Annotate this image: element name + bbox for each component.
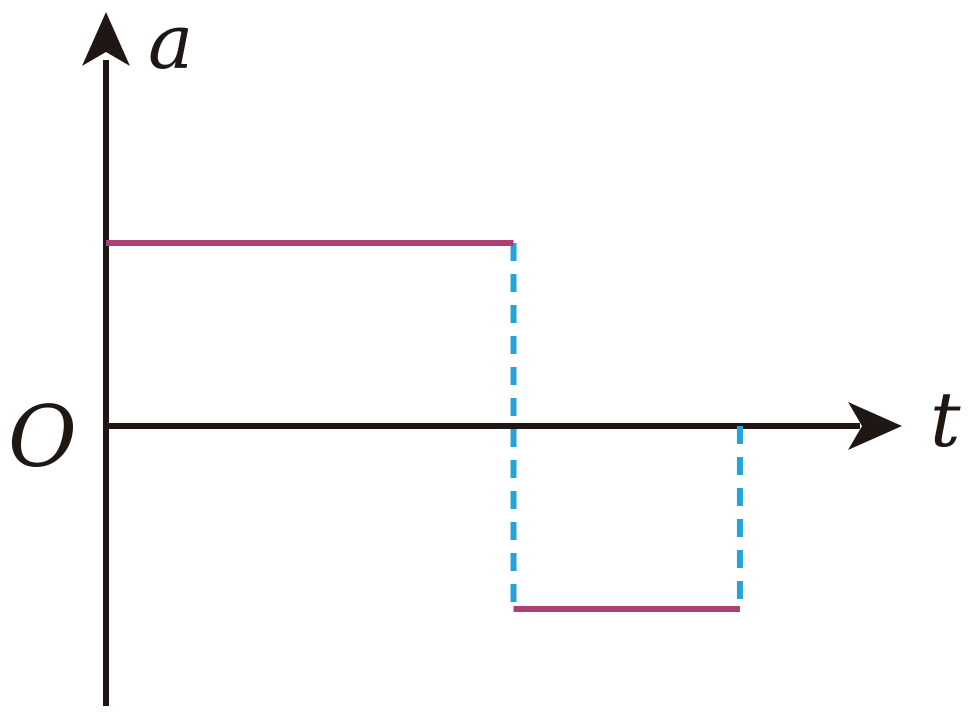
y-axis-arrow	[82, 12, 130, 66]
y-axis-label: a	[148, 0, 193, 86]
x-axis-label: t	[930, 375, 961, 464]
x-axis-arrow	[848, 402, 902, 450]
origin-label: O	[8, 388, 77, 486]
acceleration-segments	[106, 240, 740, 612]
